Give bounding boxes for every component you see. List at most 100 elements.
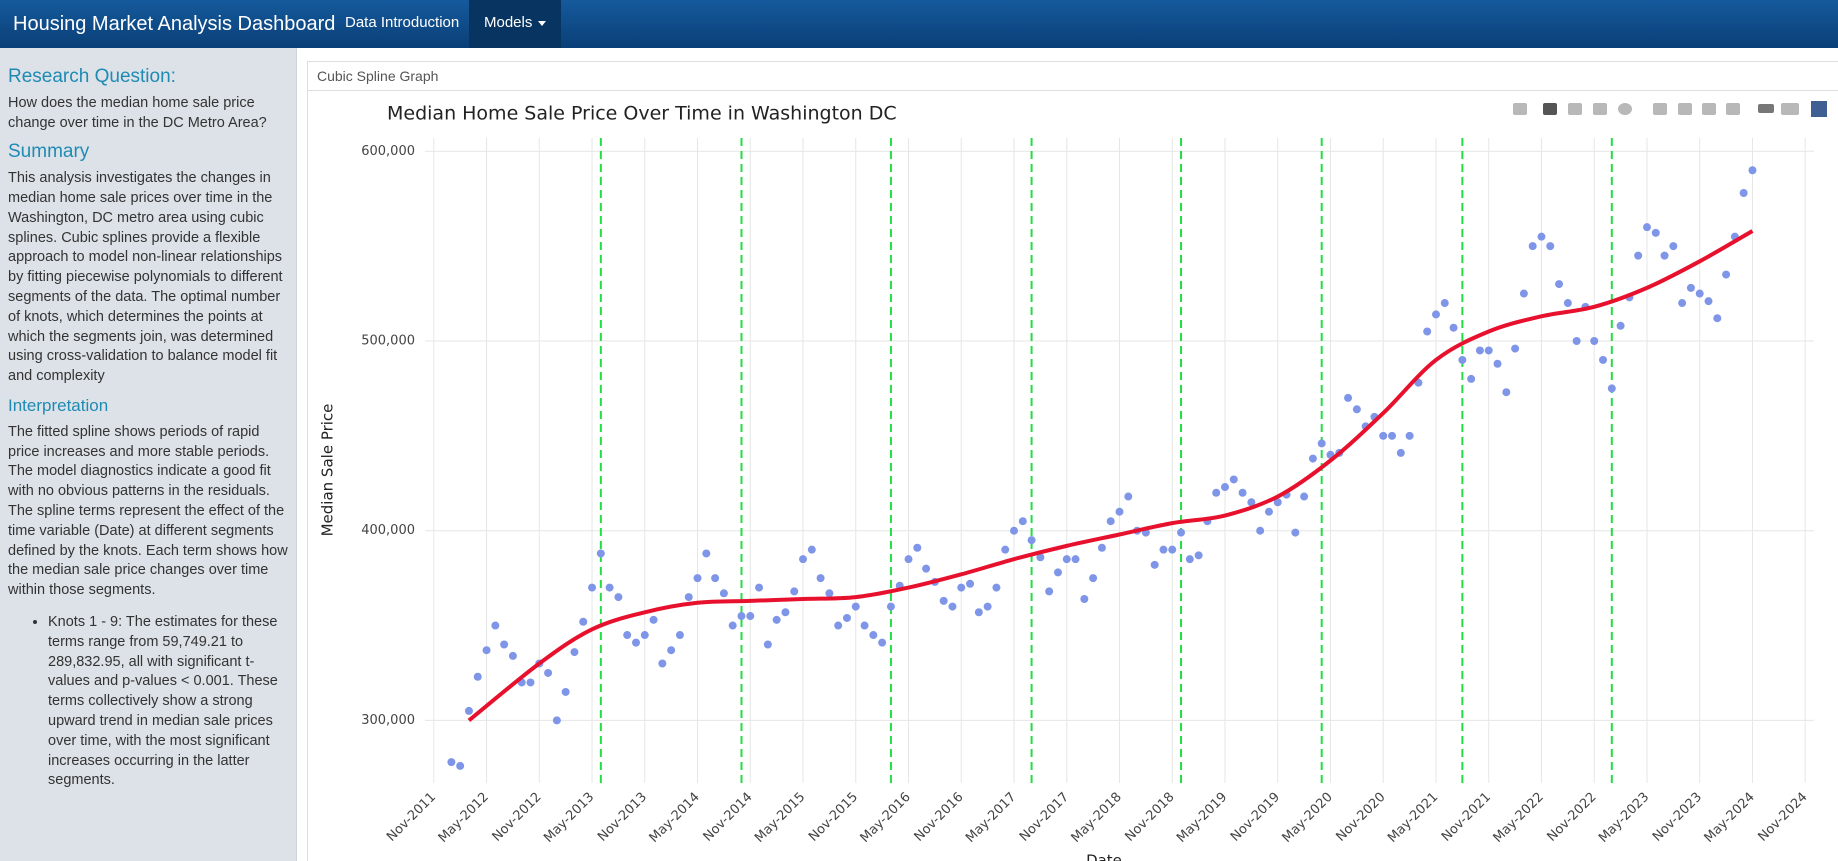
data-point	[482, 646, 491, 655]
mode-button[interactable]	[1781, 103, 1799, 115]
data-point	[1546, 242, 1555, 251]
panel-header: Cubic Spline Graph	[308, 62, 1838, 91]
paragraph: The fitted spline shows periods of rapid…	[8, 423, 288, 599]
grid	[425, 138, 1814, 783]
data-point	[1669, 242, 1678, 251]
data-point	[763, 640, 772, 649]
x-tick-label: Nov-2016	[912, 790, 967, 845]
data-point	[1642, 223, 1651, 232]
data-point	[913, 543, 922, 552]
x-tick-label: May-2021	[1385, 790, 1441, 846]
data-point	[658, 659, 667, 668]
mode-button[interactable]	[1653, 103, 1667, 115]
caret	[538, 20, 547, 26]
data-point	[588, 583, 597, 592]
data-point	[1484, 346, 1493, 355]
data-point	[1537, 232, 1546, 241]
mode-button[interactable]	[1543, 103, 1557, 115]
data-point	[790, 587, 799, 596]
mode-button[interactable]	[1758, 104, 1774, 113]
x-tick-label: Nov-2011	[384, 790, 439, 845]
x-axis-title: Date	[1086, 852, 1122, 861]
x-tick-label: Nov-2012	[490, 790, 545, 845]
nav-label[interactable]: Data Introduction	[345, 14, 460, 31]
data-point	[755, 583, 764, 592]
data-point	[579, 617, 588, 626]
mode-button[interactable]	[1568, 103, 1582, 115]
data-point	[1080, 594, 1089, 603]
data-point	[1695, 289, 1704, 298]
x-tick-label: Nov-2021	[1439, 790, 1494, 845]
plotly-logo[interactable]	[1811, 101, 1827, 117]
data-point	[1563, 299, 1572, 308]
data-point	[825, 589, 834, 598]
data-point	[1238, 488, 1247, 497]
sidebar: Research Question: How does the median h…	[0, 48, 297, 861]
data-point	[1273, 498, 1282, 507]
nav-item[interactable]: Data Introduction	[330, 0, 474, 48]
data-point	[1001, 545, 1010, 554]
x-tick-label: May-2018	[1069, 790, 1125, 846]
data-point	[939, 596, 948, 605]
data-point	[561, 687, 570, 696]
x-tick-label: Nov-2015	[806, 790, 861, 845]
data-point	[860, 621, 869, 630]
data-point	[1651, 228, 1660, 237]
data-point	[684, 593, 693, 602]
data-point	[799, 555, 808, 564]
data-point	[1686, 283, 1695, 292]
data-point	[1053, 568, 1062, 577]
data-point	[1572, 336, 1581, 345]
data-point	[464, 706, 473, 715]
x-tick-label: May-2019	[1174, 790, 1230, 846]
data-point	[983, 602, 992, 611]
data-point	[1177, 528, 1186, 537]
data-point	[596, 549, 605, 558]
x-tick-label: May-2012	[436, 790, 492, 846]
data-point	[781, 608, 790, 617]
data-point	[1739, 189, 1748, 198]
brand[interactable]: Housing Market Analysis Dashboard	[13, 13, 336, 35]
data-point	[1212, 488, 1221, 497]
data-point	[1440, 299, 1449, 308]
heading: Interpretation	[8, 395, 109, 415]
data-point	[1458, 355, 1467, 364]
data-point	[473, 672, 482, 681]
data-point	[570, 648, 579, 657]
nav-item[interactable]: Models	[469, 0, 562, 48]
paragraph: This analysis investigates the changes i…	[8, 170, 283, 385]
nav-label[interactable]: Models	[484, 14, 533, 31]
data-point	[719, 589, 728, 598]
spline-fit	[467, 229, 1754, 722]
mode-button[interactable]	[1726, 103, 1740, 115]
x-tick-label: May-2015	[752, 790, 808, 846]
modebar[interactable]	[1513, 101, 1827, 117]
data-point	[552, 716, 561, 725]
data-point	[526, 678, 535, 687]
x-tick-label: May-2014	[647, 790, 703, 846]
chart: Median Home Sale Price Over Time in Wash…	[319, 101, 1827, 861]
paragraph: How does the median home sale price chan…	[8, 94, 267, 131]
data-point	[1062, 555, 1071, 564]
data-point	[1405, 431, 1414, 440]
data-point	[508, 651, 517, 660]
chart-title: Median Home Sale Price Over Time in Wash…	[387, 103, 897, 125]
mode-button[interactable]	[1513, 103, 1527, 115]
mode-button[interactable]	[1593, 103, 1607, 115]
data-point	[1317, 439, 1326, 448]
heading: Summary	[8, 141, 90, 163]
mode-button[interactable]	[1618, 103, 1632, 115]
data-point	[1168, 545, 1177, 554]
data-point	[711, 574, 720, 583]
mode-button[interactable]	[1702, 103, 1716, 115]
mode-button[interactable]	[1678, 103, 1692, 115]
y-tick-label: 400,000	[361, 523, 415, 538]
data-point	[456, 761, 465, 770]
x-tick-label: May-2020	[1280, 790, 1336, 846]
data-point	[904, 555, 913, 564]
data-point	[447, 758, 456, 767]
data-point	[957, 583, 966, 592]
data-point	[1475, 346, 1484, 355]
data-point	[1379, 431, 1388, 440]
data-point	[1467, 374, 1476, 383]
